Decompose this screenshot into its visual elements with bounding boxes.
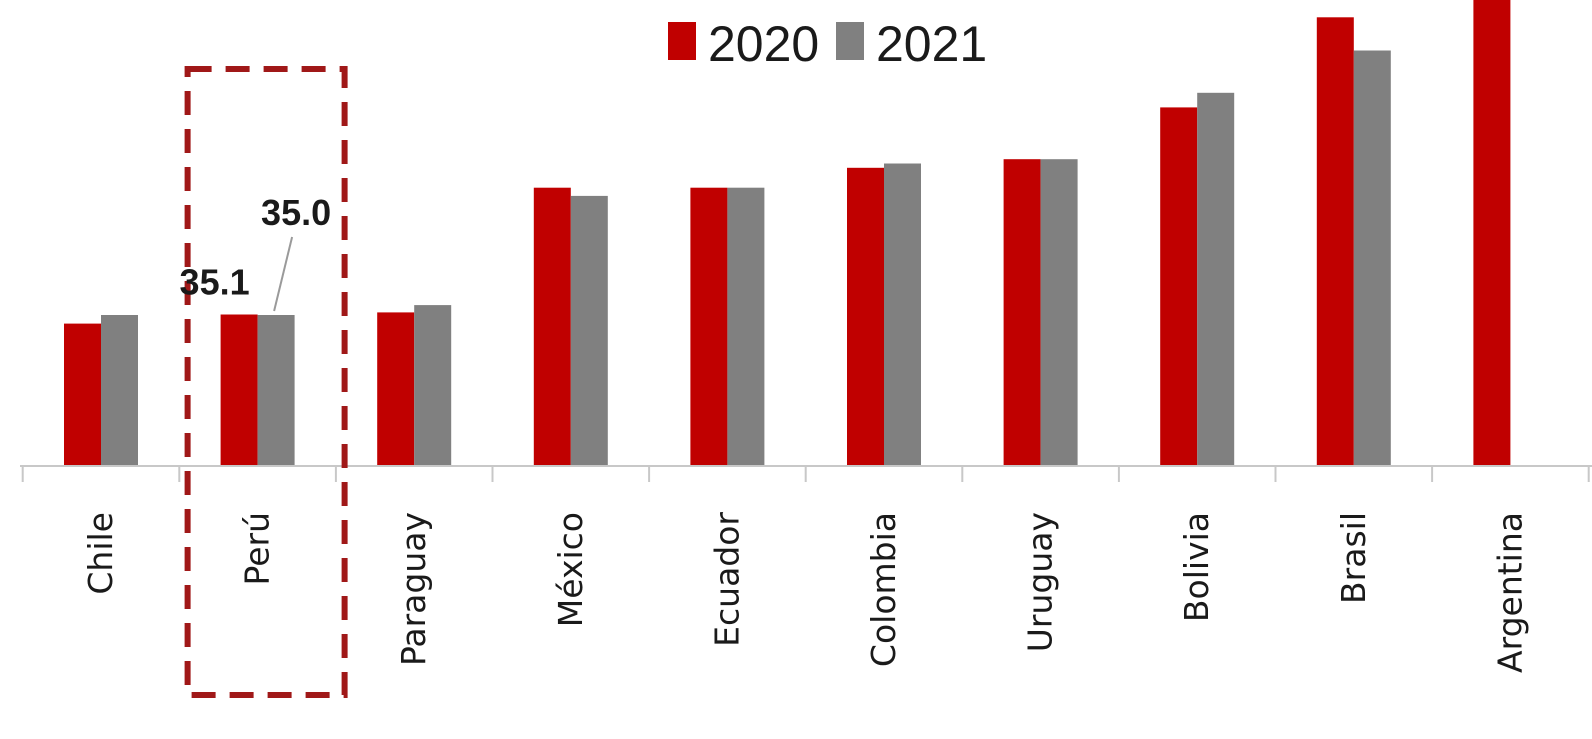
legend-swatch-2020 <box>668 22 696 60</box>
bar-paraguay-2021 <box>414 305 452 466</box>
bar-paraguay-2020 <box>377 312 415 466</box>
legend-swatch-2021 <box>836 22 864 60</box>
legend-label-2020: 2020 <box>708 16 819 72</box>
bar-uruguay-2021 <box>1040 159 1078 466</box>
leader-line-peru-2021 <box>273 236 294 312</box>
bar-peru-2020 <box>220 314 258 466</box>
bar-peru-2021 <box>257 315 295 466</box>
highlight-box-peru <box>184 66 348 698</box>
legend-label-2021: 2021 <box>876 16 987 72</box>
bar-brasil-2020 <box>1316 17 1354 467</box>
bar-uruguay-2020 <box>1003 159 1041 466</box>
annotations-layer: 35.1 35.0 <box>180 66 348 698</box>
x-axis-ticks <box>21 466 1590 482</box>
x-tick-label-mexico: México <box>551 512 590 627</box>
bar-mexico-2021 <box>570 195 608 466</box>
bar-argentina-2020 <box>1473 0 1511 466</box>
x-tick-label-uruguay: Uruguay <box>1021 512 1060 652</box>
bar-chile-2021 <box>101 315 138 466</box>
bar-chile-2020 <box>64 323 101 466</box>
x-tick-label-bolivia: Bolivia <box>1177 512 1216 622</box>
x-tick-label-peru: Perú <box>238 512 277 586</box>
bar-colombia-2021 <box>884 163 921 466</box>
x-tick-label-paraguay: Paraguay <box>394 512 433 666</box>
bar-bolivia-2020 <box>1160 107 1198 467</box>
x-tick-label-argentina: Argentina <box>1490 512 1529 673</box>
legend: 2020 2021 <box>668 16 987 72</box>
bar-bolivia-2021 <box>1197 92 1235 467</box>
x-tick-label-ecuador: Ecuador <box>707 512 746 647</box>
bar-mexico-2020 <box>533 187 571 466</box>
x-tick-label-colombia: Colombia <box>864 512 903 667</box>
bar-brasil-2021 <box>1353 50 1391 466</box>
bar-colombia-2020 <box>847 167 884 467</box>
x-tick-label-brasil: Brasil <box>1334 512 1373 604</box>
bar-ecuador-2021 <box>727 187 765 466</box>
x-tick-label-chile: Chile <box>81 512 120 595</box>
data-label-peru-2020: 35.1 <box>180 262 250 303</box>
x-axis-labels: Chile Perú Paraguay México Ecuador Colombia Ur… <box>81 512 1529 673</box>
bar-ecuador-2020 <box>690 187 728 466</box>
bars-layer <box>64 0 1511 467</box>
data-label-peru-2021: 35.0 <box>261 192 331 233</box>
